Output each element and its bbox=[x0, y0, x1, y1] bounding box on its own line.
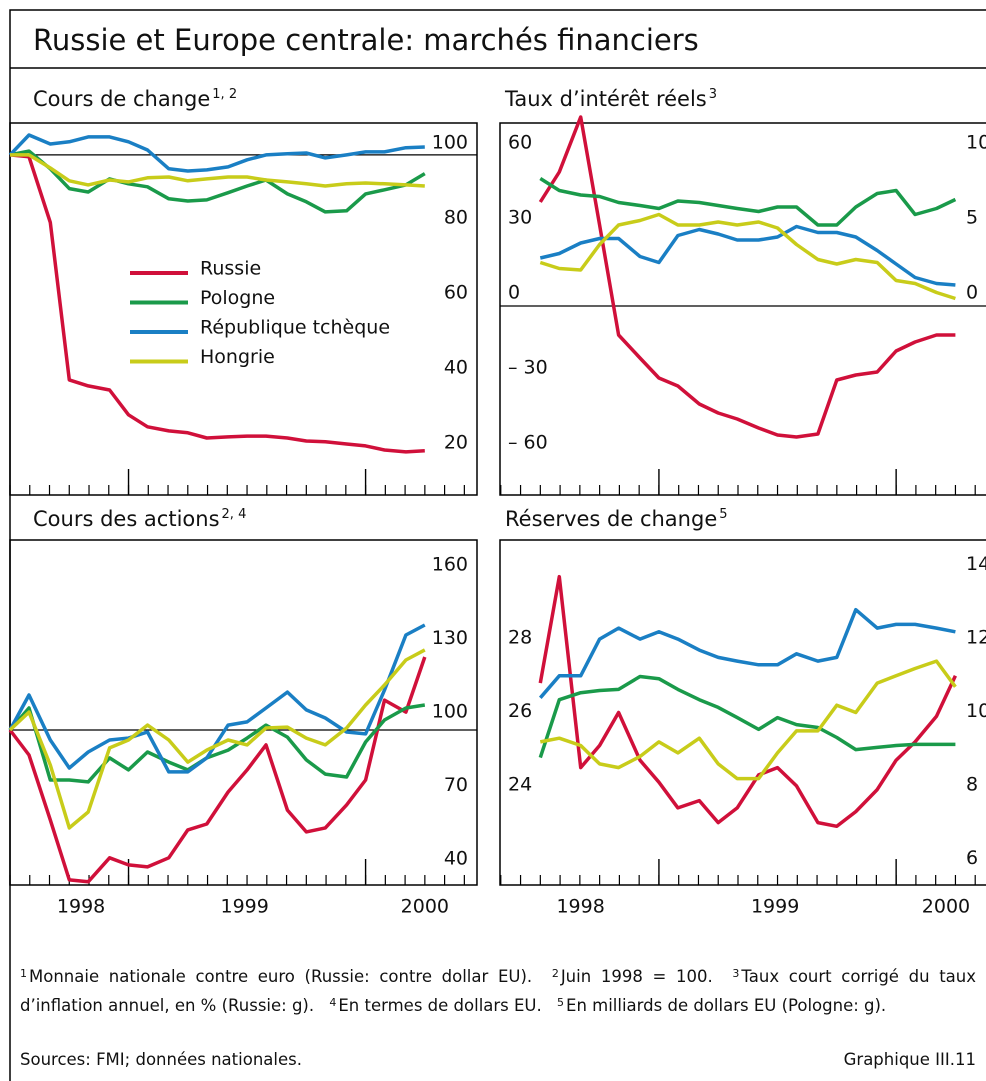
legend-label: Russie bbox=[200, 258, 261, 280]
series-line bbox=[538, 607, 956, 699]
y2-tick-label: 6 bbox=[966, 847, 978, 869]
footnote-marker: 4 bbox=[329, 996, 337, 1009]
footnote: 5 En milliards de dollars EU (Pologne: g)… bbox=[557, 996, 886, 1015]
y2-tick-label: 10 bbox=[966, 700, 986, 722]
y-tick-label: 60 bbox=[444, 281, 468, 303]
plot-frame bbox=[9, 122, 478, 496]
footnote: 4 En termes de dollars EU. bbox=[329, 996, 541, 1015]
frame bbox=[9, 9, 986, 1081]
y-tick-label: 24 bbox=[508, 773, 532, 795]
legend-label: République tchèque bbox=[200, 317, 390, 339]
series-line bbox=[538, 674, 956, 759]
y2-tick-label: 14 bbox=[966, 553, 986, 575]
series-line bbox=[8, 656, 427, 884]
panel-title-text: Cours des actions bbox=[33, 507, 220, 531]
panel-title: Cours de change 1, 2 bbox=[33, 87, 237, 112]
x-tick-label: 2000 bbox=[922, 896, 970, 918]
footnote-marker: 2 bbox=[551, 967, 559, 980]
y-tick-label: 0 bbox=[508, 282, 520, 304]
footnote-text: En milliards de dollars EU (Pologne: g). bbox=[566, 996, 887, 1015]
y2-tick-label: 8 bbox=[966, 773, 978, 795]
panel-title-text: Réserves de change bbox=[505, 507, 717, 531]
series-line bbox=[539, 177, 957, 227]
footnote-marker: 3 bbox=[732, 967, 740, 980]
series-line bbox=[8, 703, 426, 784]
panel-title: Cours des actions 2, 4 bbox=[33, 507, 246, 532]
y-tick-label: 80 bbox=[444, 206, 468, 228]
x-tick-label: 1999 bbox=[221, 896, 269, 918]
x-tick-label: 1998 bbox=[556, 896, 604, 918]
footnote: 3 Taux court corrigé du taux d’inflation … bbox=[20, 967, 976, 1015]
y2-tick-label: 12 bbox=[966, 627, 986, 649]
series-line bbox=[538, 115, 956, 439]
footnote: 2 Juin 1998 = 100. bbox=[552, 967, 713, 986]
panel-title-text: Taux d’intérêt réels bbox=[504, 87, 707, 111]
y2-tick-label: 10 bbox=[966, 132, 986, 154]
panel-title-text: Cours de change bbox=[33, 87, 210, 111]
series-line bbox=[8, 623, 426, 774]
y-tick-label: 40 bbox=[444, 356, 468, 378]
plot-frame bbox=[499, 122, 986, 496]
y-tick-label: 70 bbox=[444, 774, 468, 796]
footnote-marker: 1 bbox=[20, 967, 27, 980]
y-tick-label: 28 bbox=[508, 627, 532, 649]
series-line bbox=[8, 133, 425, 173]
footnote-marker: 5 bbox=[557, 996, 565, 1009]
y-tick-label: – 30 bbox=[508, 357, 548, 379]
x-tick-label: 1998 bbox=[57, 896, 105, 918]
panel-title-note: 1, 2 bbox=[212, 87, 237, 102]
y-tick-label: 20 bbox=[444, 431, 468, 453]
footnote-text: Monnaie nationale contre euro (Russie: c… bbox=[29, 967, 533, 986]
footnote-text: Juin 1998 = 100. bbox=[560, 967, 713, 986]
sources: Sources: FMI; données nationales. bbox=[20, 1050, 302, 1069]
y2-tick-label: 5 bbox=[966, 207, 978, 229]
series-line bbox=[10, 153, 425, 188]
plot-frame bbox=[9, 539, 478, 886]
panel-title-note: 5 bbox=[719, 507, 727, 522]
series-line bbox=[8, 648, 426, 830]
y-tick-label: 30 bbox=[508, 207, 532, 229]
series-line bbox=[539, 659, 957, 781]
y-tick-label: 100 bbox=[432, 131, 468, 153]
series-line bbox=[9, 153, 425, 454]
y-tick-label: 160 bbox=[432, 554, 468, 576]
footnote-text: Taux court corrigé du taux d’inflation a… bbox=[20, 967, 977, 1015]
y-tick-label: 100 bbox=[432, 701, 468, 723]
x-tick-label: 2000 bbox=[401, 896, 449, 918]
y-tick-label: 130 bbox=[432, 627, 468, 649]
panel-title-note: 2, 4 bbox=[222, 507, 247, 522]
panel-title: Taux d’intérêt réels 3 bbox=[504, 87, 717, 112]
panel-title-note: 3 bbox=[709, 87, 717, 102]
footnote: 1 Monnaie nationale contre euro (Russie: … bbox=[20, 967, 532, 986]
series-line bbox=[539, 224, 956, 287]
page-title: Russie et Europe centrale: marchés finan… bbox=[33, 23, 699, 57]
x-tick-label: 1999 bbox=[751, 896, 799, 918]
series-line bbox=[538, 574, 957, 829]
series-line bbox=[539, 212, 956, 301]
y-tick-label: 40 bbox=[444, 847, 468, 869]
series-line bbox=[9, 149, 426, 214]
legend-label: Hongrie bbox=[200, 346, 275, 368]
y-tick-label: 26 bbox=[508, 700, 532, 722]
footnote-text: En termes de dollars EU. bbox=[338, 996, 542, 1015]
plot-frame bbox=[499, 539, 986, 886]
panel-title: Réserves de change 5 bbox=[505, 507, 728, 532]
y2-tick-label: 0 bbox=[966, 282, 978, 304]
footer: Sources: FMI; données nationales. Graphi… bbox=[20, 1050, 976, 1069]
y-tick-label: 60 bbox=[508, 132, 532, 154]
figure-label: Graphique III.11 bbox=[843, 1050, 976, 1069]
legend-label: Pologne bbox=[200, 287, 275, 309]
footnotes: 1 Monnaie nationale contre euro (Russie: … bbox=[20, 961, 976, 1019]
y-tick-label: – 60 bbox=[508, 432, 548, 454]
